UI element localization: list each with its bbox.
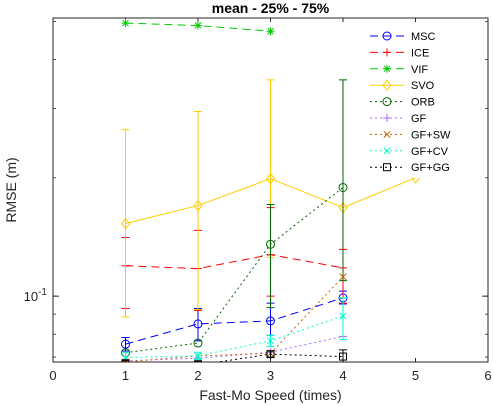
data-point bbox=[266, 337, 275, 345]
x-tick-label: 3 bbox=[267, 368, 274, 383]
data-point bbox=[266, 239, 275, 249]
data-point bbox=[194, 361, 202, 362]
legend-label: ORB bbox=[411, 97, 435, 109]
data-point bbox=[194, 352, 202, 360]
series-line bbox=[125, 335, 344, 362]
legend-label: ICE bbox=[411, 47, 429, 59]
data-point bbox=[121, 359, 130, 362]
legend-marker bbox=[383, 48, 391, 57]
x-tick-label: 0 bbox=[49, 368, 56, 383]
error-bar bbox=[266, 204, 275, 309]
legend-marker bbox=[383, 147, 391, 155]
x-axis-label: Fast-Mo Speed (times) bbox=[199, 387, 341, 403]
legend-marker bbox=[383, 130, 391, 138]
data-point bbox=[193, 199, 203, 212]
error-bar bbox=[339, 297, 347, 341]
legend-item: GF bbox=[370, 113, 427, 125]
series-line bbox=[125, 315, 344, 359]
data-point bbox=[338, 182, 348, 192]
legend-item: SVO bbox=[370, 79, 435, 92]
legend-label: GF+CV bbox=[411, 146, 449, 158]
legend-label: MSC bbox=[411, 31, 436, 43]
data-point bbox=[339, 312, 347, 320]
data-point bbox=[194, 21, 202, 30]
error-bar bbox=[121, 129, 130, 318]
legend-label: GF bbox=[411, 113, 427, 125]
data-point bbox=[265, 172, 276, 185]
data-point bbox=[266, 27, 275, 36]
legend-label: GF+GG bbox=[411, 162, 450, 174]
legend-label: GF+SW bbox=[411, 129, 451, 141]
legend-box bbox=[366, 26, 478, 178]
chart-title: mean - 25% - 75% bbox=[212, 0, 330, 16]
legend-marker bbox=[382, 97, 392, 107]
series-vif bbox=[121, 19, 275, 36]
data-point bbox=[266, 350, 275, 359]
error-bar bbox=[339, 349, 347, 362]
data-point bbox=[121, 339, 130, 349]
x-tick-label: 4 bbox=[339, 368, 346, 383]
data-point bbox=[339, 273, 347, 281]
legend-label: VIF bbox=[411, 64, 428, 76]
data-point bbox=[121, 19, 130, 28]
series-line bbox=[125, 187, 344, 354]
legend-item: VIF bbox=[370, 64, 428, 76]
series-line bbox=[125, 254, 344, 270]
legend-item: GF+GG bbox=[370, 162, 450, 174]
series-orb bbox=[121, 79, 348, 358]
data-point bbox=[339, 352, 347, 361]
error-bar bbox=[121, 360, 130, 362]
x-tick-label: 1 bbox=[122, 368, 129, 383]
legend-marker bbox=[383, 64, 391, 73]
series-gf-cv bbox=[121, 297, 347, 362]
series-line bbox=[125, 276, 344, 362]
data-point bbox=[120, 217, 131, 230]
data-point bbox=[266, 316, 275, 326]
data-point bbox=[193, 338, 203, 348]
legend-marker bbox=[383, 114, 391, 122]
series-line bbox=[125, 297, 344, 345]
y-tick-label: 10-1 bbox=[24, 287, 48, 304]
legend-item: MSC bbox=[370, 31, 436, 43]
legend-marker bbox=[383, 163, 391, 172]
legend-item: GF+SW bbox=[370, 129, 451, 141]
x-tick-label: 5 bbox=[412, 368, 419, 383]
error-bar bbox=[339, 79, 347, 282]
legend-item: ICE bbox=[370, 47, 429, 59]
y-axis-label: RMSE (m) bbox=[3, 157, 19, 222]
data-layer bbox=[120, 19, 421, 362]
data-point bbox=[193, 319, 203, 329]
legend-label: SVO bbox=[411, 80, 435, 92]
series-gf-gg bbox=[121, 349, 347, 362]
x-tick-label: 2 bbox=[194, 368, 201, 383]
legend-marker bbox=[382, 31, 392, 41]
legend-item: GF+CV bbox=[370, 146, 449, 158]
x-tick-label: 6 bbox=[484, 368, 491, 383]
legend: MSC ICE VIF SVO ORB GF GF+SW GF+CV GF+GG bbox=[366, 26, 478, 178]
legend-marker bbox=[382, 79, 392, 92]
legend-item: ORB bbox=[370, 97, 435, 109]
